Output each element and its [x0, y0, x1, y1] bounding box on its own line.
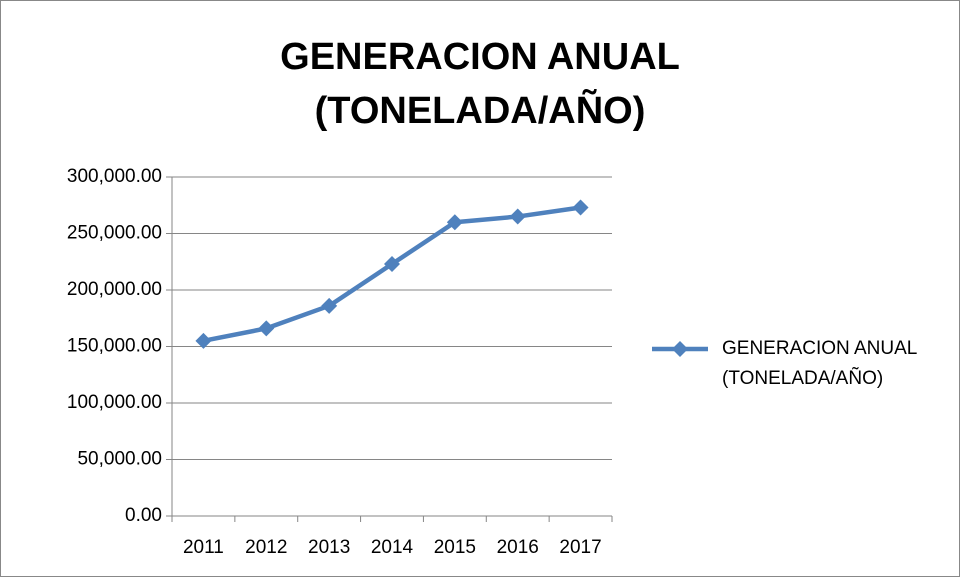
data-point — [509, 208, 526, 225]
x-tick-label: 2016 — [497, 537, 539, 558]
y-tick-label: 100,000.00 — [67, 392, 162, 413]
x-tick-label: 2013 — [308, 537, 350, 558]
x-tick-label: 2012 — [245, 537, 287, 558]
data-point — [572, 199, 589, 216]
legend-label: GENERACION ANUAL (TONELADA/AÑO) — [722, 338, 917, 389]
legend-marker — [672, 341, 688, 357]
y-tick-label: 150,000.00 — [67, 336, 162, 357]
y-tick-label: 50,000.00 — [77, 449, 162, 470]
data-point — [195, 332, 212, 349]
data-point — [384, 256, 400, 273]
x-tick-label: 2011 — [183, 537, 224, 558]
y-tick-label: 250,000.00 — [67, 223, 162, 244]
chart-title: GENERACION ANUAL (TONELADA/AÑO) — [280, 36, 680, 132]
x-tick-label: 2017 — [559, 537, 601, 558]
x-tick-label: 2015 — [434, 537, 476, 558]
y-tick-label: 200,000.00 — [67, 279, 162, 300]
data-point — [258, 320, 275, 337]
y-tick-label: 300,000.00 — [67, 166, 162, 187]
data-point — [321, 297, 338, 314]
y-tick-label: 0.00 — [125, 505, 162, 526]
x-tick-label: 2014 — [371, 537, 414, 558]
data-point — [446, 214, 463, 231]
